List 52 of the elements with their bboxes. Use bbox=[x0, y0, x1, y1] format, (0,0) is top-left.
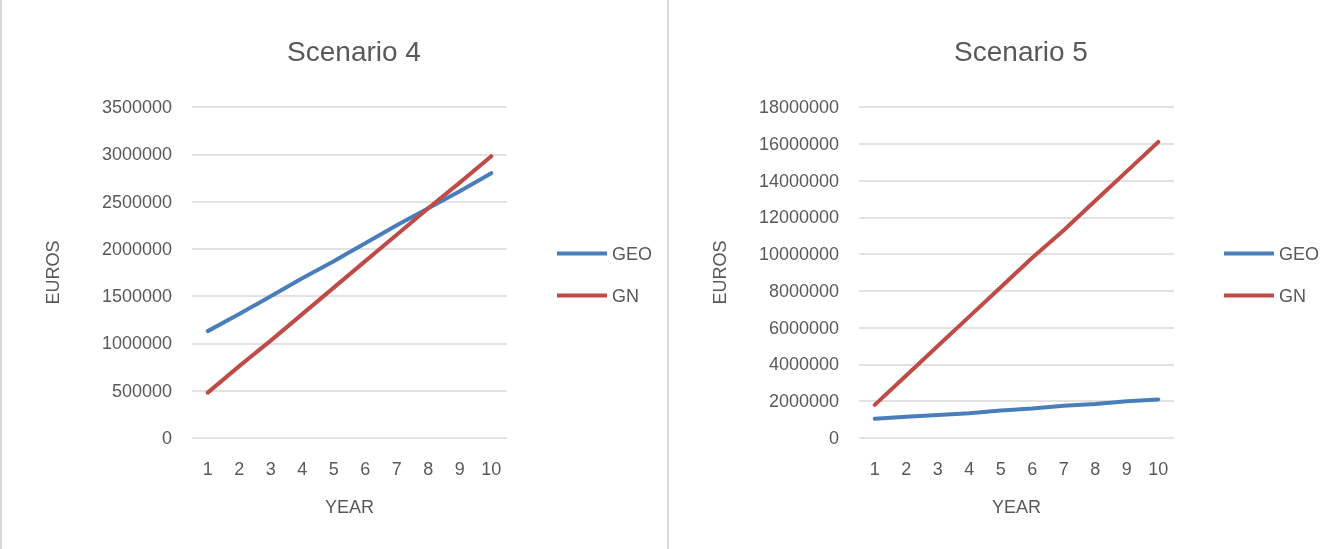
x-tick-label: 7 bbox=[391, 459, 402, 479]
line-series bbox=[872, 139, 1161, 407]
x-tick-label: 2 bbox=[234, 459, 245, 479]
y-axis-title: EUROS bbox=[710, 240, 730, 305]
y-tick-label: 1000000 bbox=[101, 333, 172, 354]
y-tick-label: 8000000 bbox=[768, 280, 839, 301]
y-tick-label: 2500000 bbox=[101, 191, 172, 212]
x-tick-label: 6 bbox=[360, 459, 371, 479]
x-tick-label: 6 bbox=[1027, 459, 1038, 479]
y-tick-label: 6000000 bbox=[768, 317, 839, 338]
legend-label: GN bbox=[1278, 285, 1306, 306]
x-tick-label: 7 bbox=[1058, 459, 1069, 479]
x-tick-label: 8 bbox=[1090, 459, 1101, 479]
x-tick-label: 4 bbox=[964, 459, 975, 479]
y-tick-label: 18000000 bbox=[758, 97, 839, 117]
x-tick-label: 10 bbox=[1148, 459, 1169, 479]
y-tick-label: 0 bbox=[161, 428, 172, 448]
x-tick-label: 3 bbox=[265, 459, 276, 479]
chart-title: Scenario 5 bbox=[954, 35, 1088, 67]
x-tick-label: 10 bbox=[481, 459, 502, 479]
y-tick-label: 500000 bbox=[111, 380, 172, 401]
y-axis-title: EUROS bbox=[43, 240, 63, 305]
x-tick-label: 1 bbox=[202, 459, 213, 479]
x-tick-label: 4 bbox=[297, 459, 308, 479]
legend-label: GEO bbox=[1278, 243, 1320, 264]
legend-label: GN bbox=[611, 285, 639, 306]
x-tick-label: 9 bbox=[454, 459, 465, 479]
x-axis-title: YEAR bbox=[991, 497, 1042, 517]
x-tick-label: 9 bbox=[1121, 459, 1132, 479]
x-tick-label: 5 bbox=[995, 459, 1006, 479]
line-series bbox=[205, 154, 494, 395]
line-series bbox=[872, 397, 1161, 421]
y-tick-label: 0 bbox=[828, 428, 839, 448]
x-axis-title: YEAR bbox=[324, 497, 375, 517]
x-tick-label: 2 bbox=[901, 459, 912, 479]
y-tick-label: 12000000 bbox=[758, 207, 839, 228]
x-tick-label: 1 bbox=[869, 459, 880, 479]
legend-label: GEO bbox=[611, 243, 653, 264]
y-tick-label: 3000000 bbox=[101, 144, 172, 165]
line-series bbox=[205, 171, 494, 334]
y-tick-label: 3500000 bbox=[101, 97, 172, 117]
x-tick-label: 8 bbox=[423, 459, 434, 479]
y-tick-label: 2000000 bbox=[101, 238, 172, 259]
y-tick-label: 4000000 bbox=[768, 354, 839, 375]
y-tick-label: 1500000 bbox=[101, 286, 172, 307]
y-tick-label: 16000000 bbox=[758, 133, 839, 154]
y-tick-label: 14000000 bbox=[758, 170, 839, 191]
x-tick-label: 3 bbox=[932, 459, 943, 479]
y-tick-label: 10000000 bbox=[758, 244, 839, 265]
y-tick-label: 2000000 bbox=[768, 391, 839, 412]
chart-title: Scenario 4 bbox=[287, 35, 421, 67]
x-tick-label: 5 bbox=[328, 459, 339, 479]
